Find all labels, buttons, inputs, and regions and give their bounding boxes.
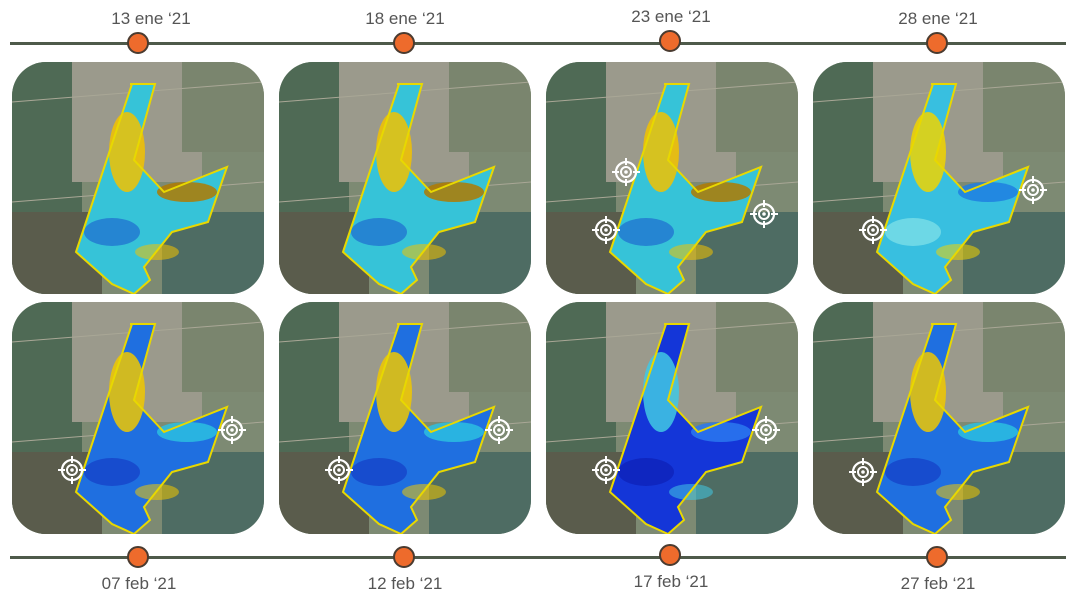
map-tile[interactable] (12, 302, 264, 534)
crosshair-target-icon[interactable] (57, 455, 87, 485)
crosshair-target-icon[interactable] (591, 215, 621, 245)
crosshair-target-icon[interactable] (749, 199, 779, 229)
timeline-marker[interactable] (393, 546, 415, 568)
map-tile[interactable] (813, 62, 1065, 294)
crosshair-target-icon[interactable] (858, 215, 888, 245)
satellite-map (813, 62, 1065, 294)
timeline-bottom (10, 556, 1066, 559)
crosshair-target-icon[interactable] (217, 415, 247, 445)
date-label: 17 feb ‘21 (633, 572, 709, 591)
crosshair-target-icon[interactable] (324, 455, 354, 485)
timeline-marker[interactable] (393, 32, 415, 54)
date-label: 27 feb ‘21 (900, 574, 976, 593)
date-label: 13 ene ‘21 (111, 9, 191, 28)
crosshair-target-icon[interactable] (848, 457, 878, 487)
date-label: 12 feb ‘21 (367, 574, 443, 593)
satellite-map (279, 62, 531, 294)
map-tile[interactable] (279, 302, 531, 534)
satellite-map (279, 302, 531, 534)
map-tile[interactable] (813, 302, 1065, 534)
timeline-marker[interactable] (926, 546, 948, 568)
satellite-map (12, 62, 264, 294)
satellite-map (546, 302, 798, 534)
map-tile[interactable] (546, 302, 798, 534)
timeline-marker[interactable] (127, 32, 149, 54)
satellite-map (813, 302, 1065, 534)
timeline-top (10, 42, 1066, 45)
date-label: 23 ene ‘21 (631, 7, 711, 26)
date-label: 28 ene ‘21 (898, 9, 978, 28)
map-tile[interactable] (279, 62, 531, 294)
timeline-marker[interactable] (127, 546, 149, 568)
date-label: 18 ene ‘21 (365, 9, 445, 28)
date-label: 07 feb ‘21 (101, 574, 177, 593)
crosshair-target-icon[interactable] (611, 157, 641, 187)
satellite-map (546, 62, 798, 294)
timeline-marker[interactable] (659, 544, 681, 566)
map-tile[interactable] (546, 62, 798, 294)
timeline-marker[interactable] (926, 32, 948, 54)
crosshair-target-icon[interactable] (1018, 175, 1048, 205)
crosshair-target-icon[interactable] (484, 415, 514, 445)
crosshair-target-icon[interactable] (751, 415, 781, 445)
map-tile[interactable] (12, 62, 264, 294)
timeline-marker[interactable] (659, 30, 681, 52)
satellite-map (12, 302, 264, 534)
crosshair-target-icon[interactable] (591, 455, 621, 485)
